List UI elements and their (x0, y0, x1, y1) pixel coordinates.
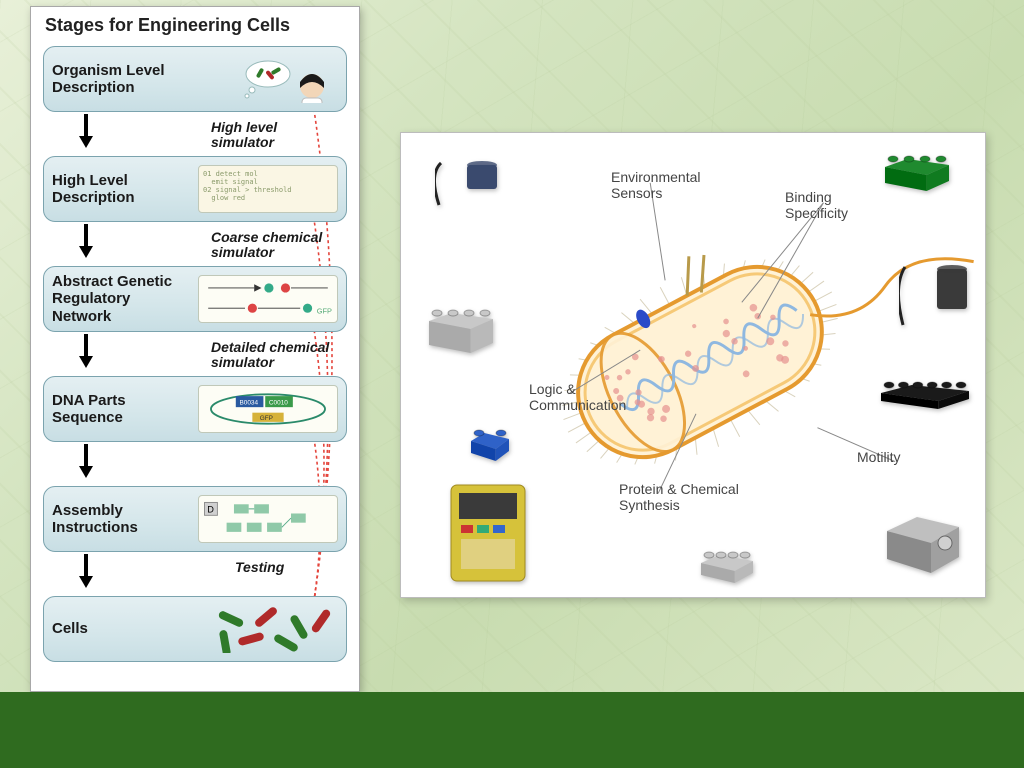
stage-2: Abstract GeneticRegulatory Network GFP (43, 266, 347, 332)
simulator-label-3: Testing (235, 560, 284, 575)
stage-label-2: Abstract GeneticRegulatory Network (52, 273, 190, 325)
down-arrow (79, 136, 93, 148)
lego-brick-2x3-gray (429, 309, 493, 360)
lego-brick-2x2-blue (471, 429, 509, 468)
cell-label-2: Logic &Communication (529, 381, 626, 413)
stage-icon-scientist (198, 55, 338, 103)
down-arrow (79, 356, 93, 368)
lego-controller (449, 479, 527, 588)
down-arrow (79, 466, 93, 478)
flowchart-panel: Stages for Engineering Cells Organism Le… (30, 6, 360, 692)
stage-icon-codebox: 01 detect mol emit signal 02 signal > th… (198, 165, 338, 213)
stage-icon-cells (198, 605, 338, 653)
lego-brick-1x8 (881, 381, 969, 416)
stage-0: Organism LevelDescription (43, 46, 347, 112)
cell-label-1: BindingSpecificity (785, 189, 848, 221)
simulator-label-0: High levelsimulator (211, 120, 277, 151)
simulator-label-1: Coarse chemicalsimulator (211, 230, 322, 261)
simulator-label-2: Detailed chemicalsimulator (211, 340, 329, 371)
svg-text:B0034: B0034 (239, 399, 258, 406)
stage-label-4: AssemblyInstructions (52, 502, 190, 537)
stage-4: AssemblyInstructions D (43, 486, 347, 552)
stage-label-1: High LevelDescription (52, 172, 190, 207)
down-arrow (79, 576, 93, 588)
stage-label-0: Organism LevelDescription (52, 62, 190, 97)
cell-label-0: EnvironmentalSensors (611, 169, 701, 201)
lego-motor-cable (899, 263, 971, 334)
lego-sensor-cable (435, 159, 501, 214)
flowchart-title: Stages for Engineering Cells (31, 7, 359, 40)
lego-brick-2x4 (885, 155, 949, 198)
svg-text:GFP: GFP (260, 415, 273, 422)
stage-1: High LevelDescription01 detect mol emit … (43, 156, 347, 222)
stage-icon-assembly: D (198, 495, 338, 543)
down-arrow (79, 246, 93, 258)
lego-brick-2x3-gray-b (701, 551, 753, 590)
stage-5: Cells (43, 596, 347, 662)
flowchart-area: Organism LevelDescription High LevelDesc… (31, 40, 359, 690)
cell-label-4: Motility (857, 449, 901, 465)
stage-label-5: Cells (52, 620, 190, 637)
stage-icon-dnaparts: B0034 C0010 GFP (198, 385, 338, 433)
cell-diagram-panel: EnvironmentalSensors BindingSpecificity Lo… (400, 132, 986, 598)
stage-3: DNA PartsSequence B0034 C0010 GFP (43, 376, 347, 442)
svg-text:C0010: C0010 (269, 399, 288, 406)
stage-label-3: DNA PartsSequence (52, 392, 190, 427)
svg-text:GFP: GFP (317, 307, 332, 316)
lego-motor-box (887, 513, 959, 578)
svg-text:D: D (207, 505, 214, 515)
stage-icon-network: GFP (198, 275, 338, 323)
cell-label-3: Protein & ChemicalSynthesis (619, 481, 739, 513)
footer-bar (0, 692, 1024, 768)
